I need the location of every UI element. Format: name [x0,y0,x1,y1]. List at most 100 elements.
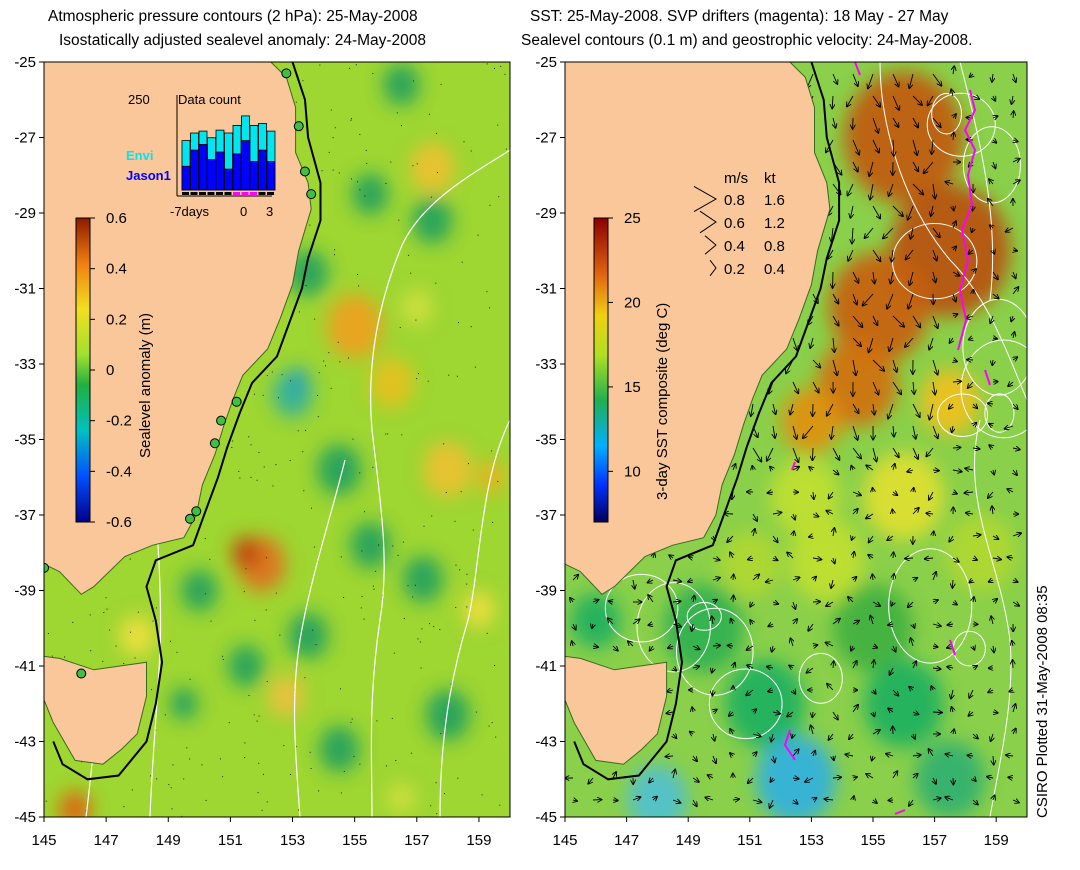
right-title-line1: SST: 25-May-2008. SVP drifters (magenta)… [530,8,949,25]
shelf-depth-contour [52,62,322,781]
velocity-legend-arrow [693,185,718,213]
colorbar-tick-label: 25 [624,210,641,227]
velocity-legend-kt: 1.6 [764,192,785,209]
lon-tick-label: 147 [614,832,639,849]
lat-tick-label: -29 [14,205,36,222]
lat-tick-label: -27 [535,130,557,147]
lat-tick-label: -31 [535,281,557,298]
tide-gauge-markers [44,68,317,679]
right-latitude-axis: -25 -27 -29 -31 -33 -35 -37 -39 -41 -43 -45 [535,54,565,826]
inset-bar-jason1 [181,165,191,191]
lat-tick-label: -25 [535,54,557,71]
left-longitude-axis: 145 147 149 151 153 155 157 159 [31,817,491,849]
lat-tick-label: -41 [535,658,557,675]
velocity-legend-header-kt: kt [764,170,777,187]
right-longitude-axis: 145 147 149 151 153 155 157 159 [552,817,1009,849]
velocity-legend-arrow [704,235,717,255]
lat-tick-label: -31 [14,281,36,298]
velocity-legend-kt: 0.4 [764,261,785,278]
lon-tick-label: 151 [737,832,762,849]
velocity-legend-ms: 0.6 [724,215,745,232]
left-title-line1: Atmospheric pressure contours (2 hPa): 2… [48,8,418,25]
inset-bar-jason1 [224,168,233,191]
inset-bar-jason1 [207,159,216,191]
colorbar-tick-label: 10 [624,463,641,480]
velocity-legend-kt: 0.8 [764,238,785,255]
velocity-legend-ms: 0.2 [724,261,745,278]
lat-tick-label: -35 [535,432,557,449]
lat-tick-label: -37 [535,507,557,524]
sealevel-colorbar-label: Sealevel anomaly (m) [137,313,154,458]
sst-field [570,71,1016,817]
colorbar-tick-label: 0 [106,362,114,379]
inset-xlabel-zero: 0 [240,204,247,219]
inset-bar-jason1 [215,151,225,191]
colorbar-tick-label: 15 [624,379,641,396]
lon-tick-label: 159 [984,832,1009,849]
data-count-inset: 250 Data count Envi Jason1 -7days 0 3 [126,92,276,219]
shelf-depth-contour-right [573,62,841,781]
lat-tick-label: -39 [535,583,557,600]
inset-bar-jason1 [258,149,267,191]
inset-xlabel-start: -7days [170,204,210,219]
lon-tick-label: 147 [94,832,119,849]
sealevel-colorbar: 0.6 0.4 0.2 0 -0.2 -0.4 -0.6 Sealevel anomaly … [75,210,154,531]
lat-tick-label: -45 [535,809,557,826]
lon-tick-label: 149 [676,832,701,849]
lon-tick-label: 155 [860,832,885,849]
lat-tick-label: -35 [14,432,36,449]
lon-tick-label: 145 [31,832,56,849]
sealevel-anomaly-field [59,63,506,817]
right-map-panel [565,62,1027,817]
lon-tick-label: 153 [280,832,305,849]
left-title-line2: Isostatically adjusted sealevel anomaly:… [59,32,427,49]
left-land [44,62,312,765]
lat-tick-label: -39 [14,583,36,600]
lon-tick-label: 157 [922,832,947,849]
left-map-panel [44,62,510,817]
colorbar-tick-label: 20 [624,294,641,311]
credit-text: CSIRO Plotted 31-May-2008 08:35 [1034,585,1051,818]
inset-xlabel-end: 3 [266,204,273,219]
velocity-legend: m/s kt 0.8 1.6 0.6 1.2 0.4 0.8 0.2 0.4 [693,170,785,278]
right-land [565,62,831,765]
inset-bar-jason1 [249,161,259,191]
lon-tick-label: 159 [466,832,491,849]
velocity-legend-ms: 0.8 [724,192,745,209]
inset-series-jason1: Jason1 [126,168,171,183]
inset-ymax-label: 250 [128,92,150,107]
velocity-legend-arrow [699,210,717,234]
inset-bar-jason1 [241,140,250,191]
colorbar-tick-label: 0.4 [106,261,127,278]
lat-tick-label: -43 [535,734,557,751]
colorbar-tick-label: -0.2 [106,413,132,430]
lon-tick-label: 153 [799,832,824,849]
lat-tick-label: -27 [14,130,36,147]
velocity-legend-ms: 0.4 [724,238,745,255]
lon-tick-label: 155 [342,832,367,849]
colorbar-tick-label: 0.6 [106,210,127,227]
velocity-legend-arrow [709,259,717,277]
lat-tick-label: -25 [14,54,36,71]
lat-tick-label: -33 [535,356,557,373]
left-latitude-axis: -25 -27 -29 -31 -33 -35 -37 -39 -41 -43 -45 [14,54,44,826]
sst-colorbar: 25 20 15 10 3-day SST composite (deg C) [593,210,671,523]
lon-tick-label: 145 [552,832,577,849]
right-title-line2: Sealevel contours (0.1 m) and geostrophi… [521,32,973,49]
lon-tick-label: 157 [404,832,429,849]
lat-tick-label: -41 [14,658,36,675]
lat-tick-label: -33 [14,356,36,373]
colorbar-tick-label: 0.2 [106,311,127,328]
inset-bar-jason1 [266,161,276,191]
velocity-legend-header-ms: m/s [724,170,748,187]
inset-bar-jason1 [232,153,242,191]
lon-tick-label: 151 [218,832,243,849]
velocity-legend-kt: 1.2 [764,215,785,232]
lon-tick-label: 149 [156,832,181,849]
colorbar-tick-label: -0.4 [106,463,132,480]
lat-tick-label: -43 [14,734,36,751]
sst-colorbar-label: 3-day SST composite (deg C) [654,303,671,500]
lat-tick-label: -37 [14,507,36,524]
inset-bar-jason1 [198,143,208,191]
